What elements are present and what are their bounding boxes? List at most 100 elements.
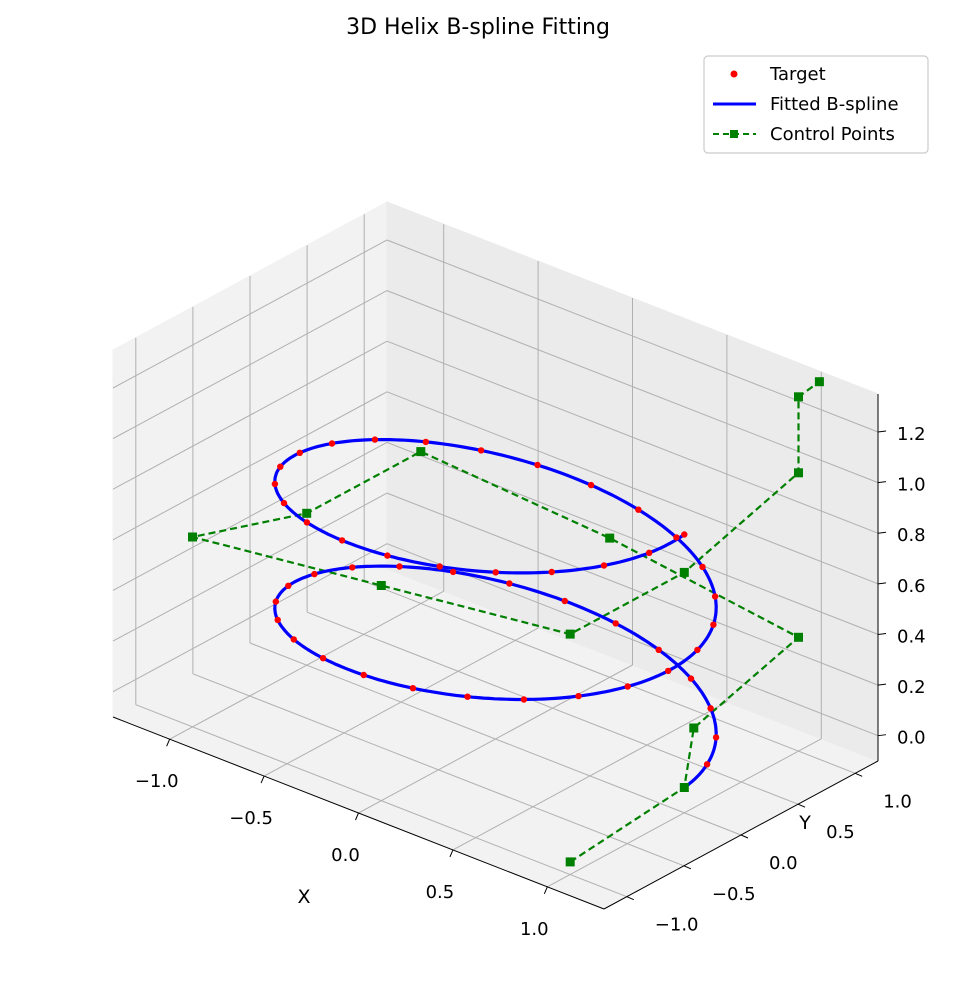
grid-line (112, 239, 388, 389)
target-point (422, 438, 429, 446)
target-point (338, 537, 346, 544)
z-tick (877, 430, 887, 433)
target-point (712, 734, 720, 741)
z-tick-label: 0.6 (897, 576, 926, 597)
target-point (274, 616, 281, 624)
target-point (520, 696, 528, 703)
x-tick-label: −1.0 (135, 771, 179, 792)
chart-title: 3D Helix B-spline Fitting (346, 15, 610, 40)
target-point (707, 705, 714, 712)
target-point (384, 552, 391, 559)
control-point (814, 377, 824, 387)
grid-line (386, 391, 879, 585)
target-point (360, 671, 367, 679)
target-point (303, 519, 311, 526)
target-point (371, 436, 379, 443)
grid-line (364, 580, 856, 774)
target-point (548, 568, 555, 576)
grid-line (112, 290, 388, 440)
y-tick (683, 865, 692, 870)
target-point (635, 506, 642, 513)
target-point (271, 480, 279, 488)
z-tick (877, 734, 887, 737)
axis-panes (111, 201, 880, 910)
legend-control-label: Control Points (770, 124, 895, 145)
target-point (449, 568, 457, 576)
z-tick (877, 531, 887, 534)
target-point (506, 580, 513, 587)
y-axis-label: Y (798, 812, 811, 834)
legend-spline-label: Fitted B-spline (770, 94, 899, 115)
target-point (409, 685, 417, 692)
control-point (565, 857, 575, 867)
z-tick-label: 0.0 (897, 728, 926, 749)
target-point (575, 692, 582, 700)
z-tick (877, 582, 887, 585)
fitted-spline-line (273, 438, 718, 789)
y-tick-label: 0.5 (826, 822, 855, 843)
x-tick-label: 0.0 (331, 845, 360, 866)
control-point (416, 447, 426, 457)
target-point (710, 621, 717, 628)
y-tick (854, 772, 863, 777)
control-point (689, 723, 699, 733)
control-point (302, 508, 312, 518)
legend-target-marker (730, 70, 738, 78)
plot-data (188, 377, 824, 867)
control-point (794, 632, 803, 642)
target-point (699, 563, 706, 571)
grid-line (135, 704, 627, 898)
z-tick (877, 683, 887, 686)
y-tick-label: −0.5 (712, 884, 756, 905)
y-tick (740, 834, 749, 839)
z-tick-label: 1.2 (897, 424, 926, 445)
y-tick (797, 803, 806, 808)
grid-line (112, 492, 388, 642)
x-tick (355, 812, 359, 821)
control-point (794, 392, 803, 402)
x-tick (543, 886, 548, 895)
target-point (436, 563, 443, 570)
x-axis-label: X (297, 886, 310, 908)
control-point (376, 581, 386, 590)
x-tick (260, 775, 265, 784)
control-point (794, 468, 803, 478)
legend-control-marker (730, 130, 738, 138)
grid-line (112, 441, 388, 591)
target-point (477, 447, 485, 454)
grid-line (192, 673, 685, 867)
target-point (681, 531, 688, 538)
grid-lines (112, 214, 879, 898)
target-point (319, 655, 327, 662)
legend-target-label: Target (769, 64, 826, 85)
x-tick (166, 738, 171, 747)
x-tick-label: −0.5 (229, 808, 273, 829)
target-point (396, 563, 403, 570)
target-point (290, 636, 297, 643)
y-tick-label: 1.0 (883, 791, 912, 812)
target-point (624, 683, 631, 690)
grid-line (386, 290, 879, 484)
target-point (673, 534, 680, 541)
y-tick-label: 0.0 (769, 853, 798, 874)
z-tick-label: 0.8 (897, 525, 926, 546)
x-tick-label: 1.0 (520, 919, 549, 940)
control-point (679, 783, 689, 792)
control-point (565, 629, 575, 639)
target-point (587, 481, 595, 489)
target-point (328, 440, 336, 447)
target-point (665, 667, 672, 675)
control-point (188, 532, 197, 542)
target-point (280, 499, 288, 507)
target-point (711, 593, 719, 600)
control-point (679, 567, 689, 577)
x-tick (449, 849, 454, 858)
control-point (605, 533, 615, 543)
target-point (655, 646, 662, 653)
target-point (561, 597, 568, 605)
target-point (311, 570, 318, 578)
z-tick-label: 1.0 (897, 475, 926, 496)
target-point (534, 461, 541, 469)
grid-line (386, 441, 879, 635)
x-tick-label: 0.5 (426, 882, 455, 903)
